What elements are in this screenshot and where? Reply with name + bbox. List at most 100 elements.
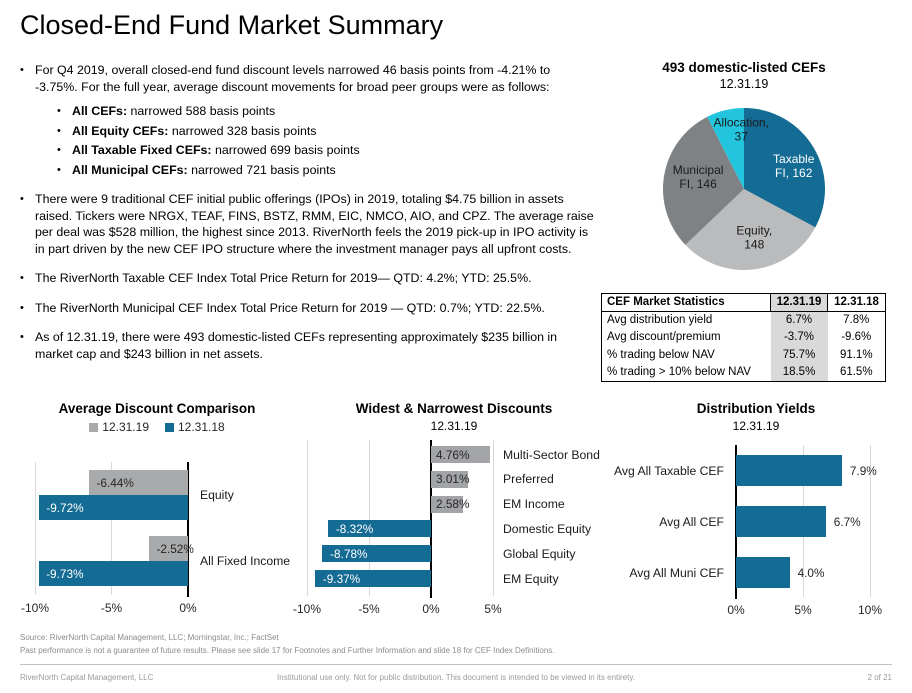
legend-label: 12.31.19 xyxy=(102,420,149,434)
footer-divider xyxy=(20,664,892,665)
axis-tick-label: 0% xyxy=(422,602,440,616)
disclaimer-line: Past performance is not a guarantee of f… xyxy=(20,646,555,655)
legend-item: 12.31.18 xyxy=(165,420,225,434)
value-label: 4.76% xyxy=(436,447,470,462)
pie-slice-label: Taxable FI, 162 xyxy=(773,152,815,180)
value-label: 6.7% xyxy=(833,514,861,529)
value-label: -8.78% xyxy=(330,546,368,561)
chart-title-avg-discount-comparison: Average Discount Comparison xyxy=(58,401,256,416)
distribution-yields-plot: 0% 5% 10% 7.9% Avg All Taxable CEF 6.7% Avg Al… xyxy=(614,445,882,617)
stats-cell: -9.6% xyxy=(841,331,872,344)
stats-header-cell: CEF Market Statistics xyxy=(601,293,771,313)
gridline xyxy=(111,462,112,595)
bullet-item: • The RiverNorth Municipal CEF Index Tota… xyxy=(20,300,596,317)
bar-avg-all-muni-cef xyxy=(736,557,790,588)
bullet-text: For Q4 2019, overall closed-end fund dis… xyxy=(35,63,551,94)
bullet-text: The RiverNorth Taxable CEF Index Total P… xyxy=(35,271,532,285)
bullet-marker: • xyxy=(20,331,24,343)
bar-equity xyxy=(89,470,188,495)
axis-tick-label: 5% xyxy=(484,602,502,616)
pie-slice-label: Equity, 148 xyxy=(736,224,772,252)
chart-title-widest-narrowest-discounts: Widest & Narrowest Discounts xyxy=(355,401,553,416)
bullet-marker: • xyxy=(57,124,61,137)
axis-tick-label: 0% xyxy=(179,601,197,615)
chart-legend: 12.31.19 12.31.18 xyxy=(12,420,302,434)
pie-slice-equity xyxy=(685,189,816,271)
axis-tick-label: -10% xyxy=(20,601,49,615)
axis-tick-label: -5% xyxy=(100,601,123,615)
pie-slice-taxable-fi xyxy=(744,108,826,228)
chart-title-distribution-yields: Distribution Yields xyxy=(696,401,816,416)
bar-preferred xyxy=(431,470,469,488)
axis-tick-label: 0% xyxy=(727,603,745,617)
value-label: -9.72% xyxy=(46,500,84,515)
bar-equity xyxy=(39,495,188,520)
bar-all-fixed-income xyxy=(149,536,188,561)
widest-narrowest-discounts-plot: -10% -5% 0% 5% 4.76% Multi-Sector Bond 3.01% Pr… xyxy=(293,440,600,616)
axis-tick-label: 10% xyxy=(857,603,883,617)
pie-chart-subtitle: 12.31.19 xyxy=(719,77,769,91)
stats-cell: 91.1% xyxy=(839,348,873,361)
stats-cell: 18.5% xyxy=(770,363,828,382)
sub-bullet-item: • All CEFs: narrowed 588 basis points xyxy=(57,103,596,120)
footer-center-note: Institutional use only. Not for public d… xyxy=(277,673,635,682)
bar-multi-sector-bond xyxy=(431,446,491,463)
gridline xyxy=(869,445,871,597)
axis-tick-label: -5% xyxy=(358,602,380,616)
bar-avg-all-cef xyxy=(736,506,826,537)
bar-em-equity xyxy=(314,570,431,587)
gridline xyxy=(34,462,36,595)
axis-tick-label: 5% xyxy=(794,603,812,617)
bullet-text: There were 9 traditional CEF initial pub… xyxy=(35,192,594,256)
category-label: EM Equity xyxy=(503,571,559,586)
value-label: 2.58% xyxy=(436,497,470,512)
summary-bullets: • For Q4 2019, overall closed-end fund di… xyxy=(20,62,596,362)
stats-header-cell: 12.31.18 xyxy=(827,293,886,313)
value-label: 7.9% xyxy=(849,463,877,478)
category-label: Domestic Equity xyxy=(503,521,592,536)
stats-cell: -3.7% xyxy=(770,329,828,347)
category-label: Avg All CEF xyxy=(659,514,724,529)
bullet-marker: • xyxy=(20,64,24,76)
value-label: -8.32% xyxy=(335,521,374,536)
stats-cell: Avg discount/premium xyxy=(607,331,721,344)
pie-slice-label: Allocation, 37 xyxy=(714,116,769,144)
bullet-marker: • xyxy=(20,193,24,205)
page-title: Closed-End Fund Market Summary xyxy=(20,10,444,40)
stats-cell: % trading below NAV xyxy=(607,348,715,361)
pie-slice-municipal-fi xyxy=(662,116,744,245)
stats-header-cell: 12.31.19 xyxy=(770,293,828,313)
bar-all-fixed-income xyxy=(39,561,188,586)
bar-avg-all-taxable-cef xyxy=(736,455,842,486)
pie-chart-header: 493 domestic-listed CEFs 12.31.19 xyxy=(599,60,889,91)
legend-swatch-icon xyxy=(165,422,174,432)
gridline xyxy=(306,440,308,596)
sub-bullet-item: • All Equity CEFs: narrowed 328 basis poi… xyxy=(57,123,596,140)
bar-em-income xyxy=(431,495,463,513)
bullet-item: • The RiverNorth Taxable CEF Index Total … xyxy=(20,270,596,287)
value-label: -9.37% xyxy=(322,571,361,586)
bullet-text: As of 12.31.19, there were 493 domestic-… xyxy=(35,330,558,361)
value-label: 4.0% xyxy=(797,565,825,580)
category-label: Multi-Sector Bond xyxy=(503,447,600,462)
bar-global-equity xyxy=(322,545,431,563)
chart-subtitle-distribution-yields: 12.31.19 xyxy=(732,419,780,433)
pie-slice-label: Municipal FI, 146 xyxy=(673,163,724,191)
bullet-text: All Taxable Fixed CEFs: narrowed 699 bas… xyxy=(72,143,360,157)
bullet-item: • As of 12.31.19, there were 493 domestic… xyxy=(20,329,596,362)
axis-tick-label: -10% xyxy=(292,602,321,616)
chart-subtitle-widest-narrowest: 12.31.19 xyxy=(430,419,478,433)
stats-cell: 75.7% xyxy=(770,346,828,364)
avg-discount-comparison-plot: -10% -5% 0% -6.44% -9.72% Equity -2.52% -9.73% A… xyxy=(21,462,290,615)
bullet-item: • There were 9 traditional CEF initial pu… xyxy=(20,191,596,257)
gridline xyxy=(368,440,370,596)
gridline xyxy=(492,440,494,596)
category-label: All Fixed Income xyxy=(200,554,291,568)
footer-company: RiverNorth Capital Management, LLC xyxy=(20,673,154,682)
category-label: Equity xyxy=(200,488,234,502)
cef-market-statistics-table: CEF Market Statistics 12.31.19 12.31.18 Avg… xyxy=(601,293,886,382)
value-label: -9.73% xyxy=(46,566,84,581)
bullet-text: All Equity CEFs: narrowed 328 basis poin… xyxy=(72,123,317,138)
bullet-marker: • xyxy=(57,144,61,156)
